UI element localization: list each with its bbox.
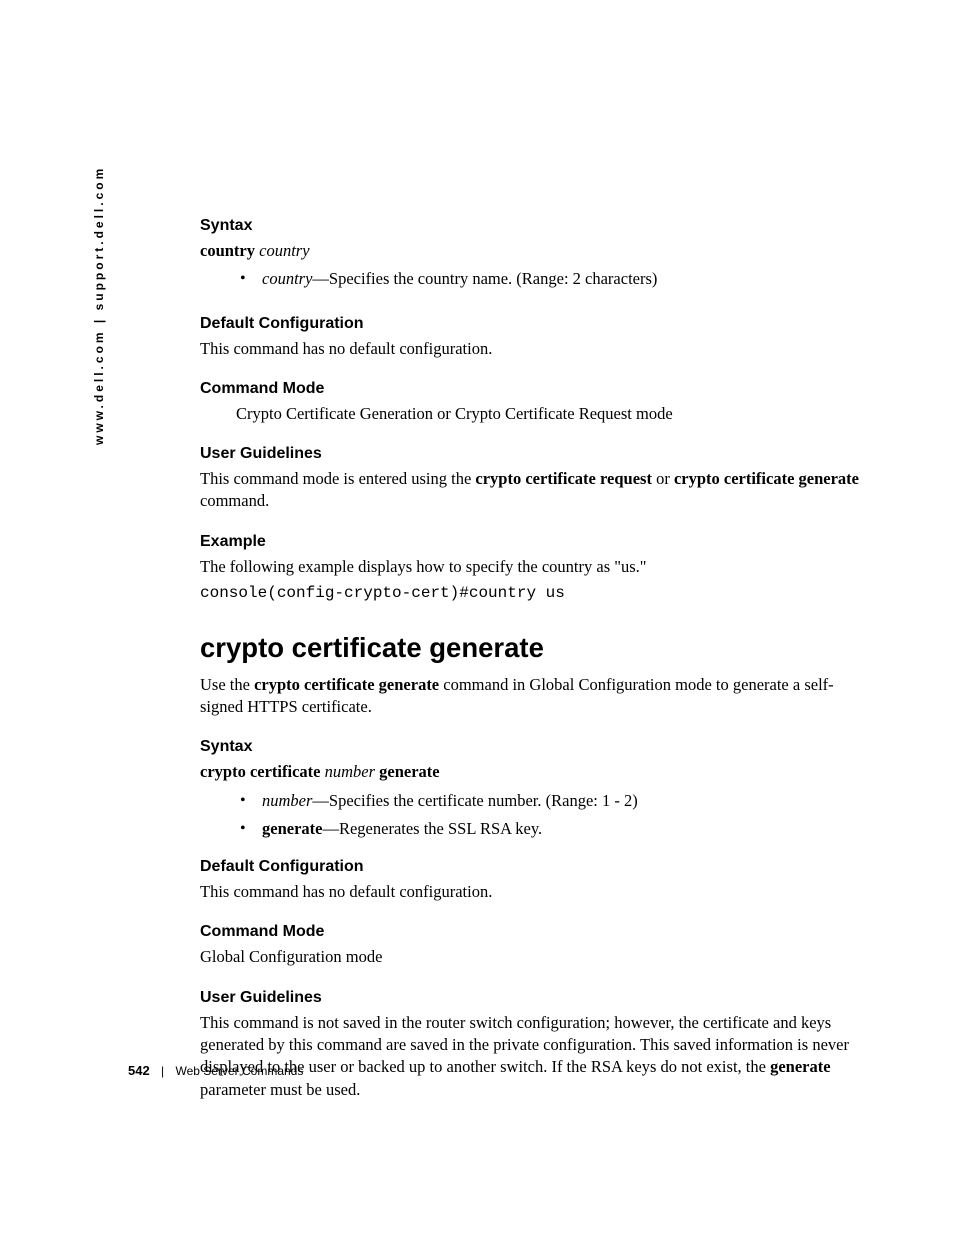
ug-bold1: crypto certificate request <box>475 469 652 488</box>
default-config-body-2: This command has no default configuratio… <box>200 881 870 903</box>
command-mode-body-2: Global Configuration mode <box>200 946 870 968</box>
intro-pre: Use the <box>200 675 254 694</box>
intro-bold: crypto certificate generate <box>254 675 439 694</box>
example-heading: Example <box>200 533 870 551</box>
ug-post: command. <box>200 491 269 510</box>
page-content: Syntax country country country—Specifies… <box>200 217 870 1103</box>
command-mode-heading-2: Command Mode <box>200 923 870 941</box>
ug-bold2: crypto certificate generate <box>674 469 859 488</box>
user-guidelines-heading-2: User Guidelines <box>200 989 870 1007</box>
side-url-label: www.dell.com | support.dell.com <box>92 166 106 445</box>
bul1-desc: —Specifies the certificate number. (Rang… <box>312 791 637 810</box>
syntax-bullet: country—Specifies the country name. (Ran… <box>262 268 870 290</box>
footer-section: Web Server Commands <box>176 1064 304 1078</box>
example-body: The following example displays how to sp… <box>200 556 870 578</box>
bul2-desc: —Regenerates the SSL RSA key. <box>322 819 542 838</box>
cmd2-b2: generate <box>379 762 439 781</box>
ug-pre: This command mode is entered using the <box>200 469 475 488</box>
default-config-heading-2: Default Configuration <box>200 858 870 876</box>
syntax-heading-2: Syntax <box>200 738 870 756</box>
syntax2-bullet1: number—Specifies the certificate number.… <box>262 790 870 812</box>
syntax-line: country country <box>200 240 870 262</box>
user-guidelines-heading: User Guidelines <box>200 445 870 463</box>
syntax-heading: Syntax <box>200 217 870 235</box>
page-number: 542 <box>128 1063 150 1078</box>
bul1-arg: number <box>262 791 312 810</box>
command-intro: Use the crypto certificate generate comm… <box>200 674 870 719</box>
ug2-post: parameter must be used. <box>200 1080 360 1099</box>
default-config-body: This command has no default configuratio… <box>200 338 870 360</box>
example-code: console(config-crypto-cert)#country us <box>200 584 870 602</box>
ug2-bold: generate <box>770 1057 830 1076</box>
command-mode-heading: Command Mode <box>200 380 870 398</box>
default-config-heading: Default Configuration <box>200 315 870 333</box>
page-footer: 542 | Web Server Commands <box>128 1063 303 1078</box>
command-title: crypto certificate generate <box>200 632 870 664</box>
syntax-line-2: crypto certificate number generate <box>200 761 870 783</box>
user-guidelines-body-2: This command is not saved in the router … <box>200 1012 870 1101</box>
cmd-keyword: country <box>200 241 255 260</box>
bullet-arg: country <box>262 269 312 288</box>
syntax2-bullet2: generate—Regenerates the SSL RSA key. <box>262 818 870 840</box>
cmd2-it: number <box>325 762 375 781</box>
bul2-kw: generate <box>262 819 322 838</box>
footer-sep: | <box>161 1064 164 1078</box>
cmd2-b1: crypto certificate <box>200 762 320 781</box>
user-guidelines-body: This command mode is entered using the c… <box>200 468 870 513</box>
cmd-arg: country <box>259 241 309 260</box>
ug-mid: or <box>652 469 674 488</box>
bullet-desc: —Specifies the country name. (Range: 2 c… <box>312 269 657 288</box>
command-mode-body: Crypto Certificate Generation or Crypto … <box>236 403 870 425</box>
